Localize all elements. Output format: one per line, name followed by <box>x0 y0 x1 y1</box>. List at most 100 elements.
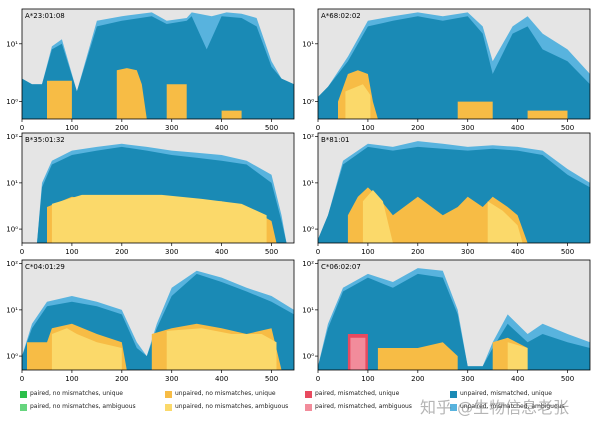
plot-frame <box>317 8 591 120</box>
y-tick-label: 10² <box>302 260 314 268</box>
x-tick-label: 100 <box>65 248 78 256</box>
x-tick-label: 0 <box>316 124 320 132</box>
chart-panel-6: 0 100 200 300 400 500 10⁰ 10¹ 10² C*06:02:07 <box>302 259 591 383</box>
area-series-unpaired-no-mismatches-unique <box>47 68 242 119</box>
area-layers <box>318 141 590 243</box>
legend-label: paired, mismatched, ambiguous <box>315 403 412 410</box>
y-tick-label: 10² <box>6 133 18 141</box>
chart-panel-3: 0 100 200 300 400 500 10⁰ 10¹ 10² B*35:01:32 <box>6 132 295 256</box>
area-series-unpaired-no-mismatches-ambiguous <box>507 342 528 370</box>
x-tick-label: 100 <box>65 124 78 132</box>
area-series-unpaired-mismatched-ambiguous <box>22 16 294 119</box>
x-tick-label: 200 <box>411 248 424 256</box>
x-tick-label: 400 <box>215 124 228 132</box>
y-tick-label: 10⁰ <box>302 98 314 106</box>
area-series-paired-mismatched-ambiguous <box>350 337 366 370</box>
chart-panel-5: 0 100 200 300 400 500 10⁰ 10¹ 10² C*04:01:29 <box>6 259 295 383</box>
legend-swatch <box>165 404 172 411</box>
x-tick-label: 200 <box>115 124 128 132</box>
legend-label: paired, no mismatches, unique <box>30 390 124 397</box>
y-tick-label: 10¹ <box>6 40 18 48</box>
plot-frame <box>21 259 295 371</box>
y-tick-label: 10⁰ <box>302 353 314 361</box>
panel-title: C*04:01:29 <box>25 263 65 271</box>
x-tick-label: 300 <box>461 375 474 383</box>
x-tick-label: 400 <box>511 124 524 132</box>
area-series-unpaired-no-mismatches-ambiguous <box>51 328 277 370</box>
x-tick-label: 500 <box>265 375 278 383</box>
y-tick-label: 10⁰ <box>6 98 18 106</box>
area-series-unpaired-no-mismatches-unique <box>347 187 528 243</box>
legend-item-paired-mm-ambiguous: paired, mismatched, ambiguous <box>305 403 425 411</box>
panel-title: C*06:02:07 <box>321 263 361 271</box>
legend-label: unpaired, no mismatches, unique <box>175 390 276 397</box>
x-tick-label: 0 <box>316 248 320 256</box>
plot-frame <box>317 132 591 244</box>
legend-swatch <box>305 404 312 411</box>
legend-label: unpaired, mismatched, ambiguous <box>460 403 565 410</box>
legend-item-paired-nomm-unique: paired, no mismatches, unique <box>20 390 150 398</box>
legend-item-unpaired-nomm-unique: unpaired, no mismatches, unique <box>165 390 295 398</box>
y-tick-label: 10² <box>6 260 18 268</box>
x-tick-label: 300 <box>165 375 178 383</box>
legend-item-unpaired-nomm-ambiguous: unpaired, no mismatches, ambiguous <box>165 403 300 411</box>
x-tick-label: 200 <box>115 248 128 256</box>
legend-swatch <box>20 404 27 411</box>
legend-label: unpaired, mismatched, unique <box>460 390 552 397</box>
y-tick-label: 10¹ <box>302 306 314 314</box>
panel-title: A*68:02:02 <box>321 12 361 20</box>
panel-title: B*81:01 <box>321 136 349 144</box>
y-tick-label: 10¹ <box>302 179 314 187</box>
area-layers <box>22 270 294 370</box>
x-tick-label: 400 <box>511 375 524 383</box>
legend-swatch <box>450 404 457 411</box>
x-tick-label: 500 <box>561 375 574 383</box>
x-tick-label: 100 <box>361 248 374 256</box>
x-tick-label: 500 <box>265 248 278 256</box>
area-series-unpaired-no-mismatches-ambiguous <box>51 194 267 243</box>
legend-label: paired, mismatched, unique <box>315 390 400 397</box>
x-tick-label: 400 <box>215 248 228 256</box>
panel-title: B*35:01:32 <box>25 136 65 144</box>
x-tick-label: 100 <box>361 375 374 383</box>
legend-swatch <box>305 391 312 398</box>
legend-item-paired-nomm-ambiguous: paired, no mismatches, ambiguous <box>20 403 150 411</box>
x-tick-label: 100 <box>65 375 78 383</box>
y-tick-label: 10⁰ <box>302 226 314 234</box>
legend-label: unpaired, no mismatches, ambiguous <box>175 403 289 410</box>
legend-item-unpaired-mm-unique: unpaired, mismatched, unique <box>450 390 580 398</box>
legend-swatch <box>165 391 172 398</box>
area-layers <box>22 12 294 119</box>
x-tick-label: 300 <box>461 124 474 132</box>
y-tick-label: 10⁰ <box>6 353 18 361</box>
legend: paired, no mismatches, unique paired, no… <box>0 386 600 429</box>
x-tick-label: 0 <box>20 375 24 383</box>
area-layers <box>37 143 287 243</box>
x-tick-label: 300 <box>165 248 178 256</box>
x-tick-label: 500 <box>265 124 278 132</box>
y-tick-label: 10¹ <box>6 306 18 314</box>
panel-title: A*23:01:08 <box>25 12 65 20</box>
area-series-unpaired-no-mismatches-ambiguous <box>362 190 523 243</box>
x-tick-label: 0 <box>20 248 24 256</box>
x-tick-label: 100 <box>361 124 374 132</box>
legend-swatch <box>20 391 27 398</box>
area-layers <box>318 268 590 370</box>
chart-panel-4: 0 100 200 300 400 500 10⁰ 10¹ 10² B*81:01 <box>302 132 591 256</box>
area-series-unpaired-no-mismatches-unique <box>377 337 528 370</box>
x-tick-label: 300 <box>461 248 474 256</box>
plot-frame <box>21 8 295 120</box>
area-series-unpaired-mismatched-ambiguous <box>318 16 590 119</box>
area-layers <box>318 12 590 119</box>
x-tick-label: 400 <box>215 375 228 383</box>
plot-frame <box>317 259 591 371</box>
area-series-unpaired-no-mismatches-ambiguous <box>345 84 371 119</box>
x-tick-label: 400 <box>511 248 524 256</box>
y-tick-label: 10¹ <box>6 179 18 187</box>
x-tick-label: 200 <box>115 375 128 383</box>
legend-swatch <box>450 391 457 398</box>
y-tick-label: 10⁰ <box>6 226 18 234</box>
x-tick-label: 200 <box>411 375 424 383</box>
plot-frame <box>21 132 295 244</box>
